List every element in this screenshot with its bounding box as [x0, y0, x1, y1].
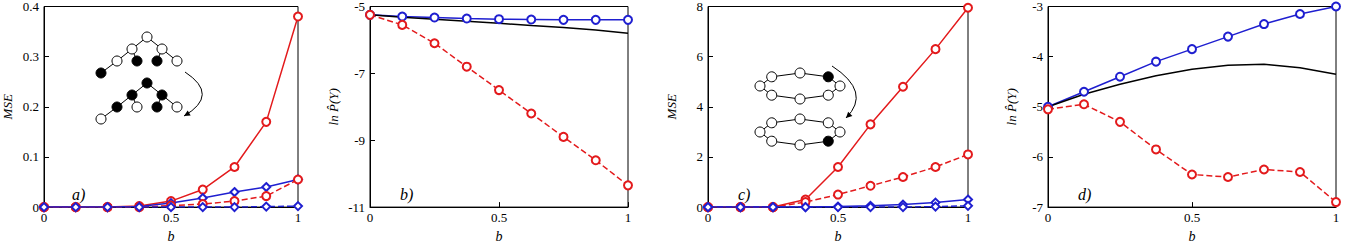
svg-text:1: 1 [965, 210, 972, 225]
svg-text:ln P̂(Y): ln P̂(Y) [1004, 88, 1019, 125]
svg-text:MSE: MSE [0, 94, 15, 120]
svg-text:b): b) [400, 186, 413, 204]
svg-text:0: 0 [40, 210, 48, 226]
svg-text:0.5: 0.5 [829, 210, 847, 226]
svg-text:-5: -5 [354, 0, 365, 14]
svg-text:c): c) [738, 186, 750, 204]
svg-text:b: b [1189, 229, 1196, 244]
svg-text:1: 1 [625, 210, 632, 225]
svg-text:-7: -7 [1032, 200, 1043, 215]
svg-text:0.2: 0.2 [23, 99, 39, 114]
svg-text:-4: -4 [1032, 49, 1043, 64]
svg-text:MSE: MSE [664, 94, 679, 120]
svg-text:2: 2 [697, 149, 704, 164]
svg-text:-7: -7 [354, 66, 365, 81]
svg-text:b: b [496, 229, 503, 244]
svg-text:1: 1 [295, 210, 302, 225]
svg-text:-11: -11 [348, 200, 365, 215]
svg-text:1: 1 [1333, 210, 1340, 225]
svg-text:a): a) [72, 186, 85, 204]
svg-text:0.5: 0.5 [162, 210, 180, 226]
svg-text:-5: -5 [1032, 99, 1043, 114]
svg-text:0: 0 [1045, 210, 1052, 225]
svg-text:4: 4 [697, 99, 704, 114]
svg-text:0.1: 0.1 [23, 149, 39, 164]
svg-text:0: 0 [33, 200, 40, 215]
svg-text:b: b [835, 229, 842, 244]
svg-text:b: b [168, 229, 175, 244]
svg-text:0.5: 0.5 [491, 210, 507, 225]
svg-text:-9: -9 [354, 133, 365, 148]
svg-text:0: 0 [704, 210, 712, 226]
svg-text:8: 8 [697, 0, 704, 14]
svg-text:ln P̂(Y): ln P̂(Y) [326, 88, 341, 125]
svg-text:0: 0 [367, 210, 374, 225]
svg-text:0.3: 0.3 [23, 49, 39, 64]
svg-text:-6: -6 [1032, 149, 1043, 164]
svg-text:0: 0 [697, 200, 704, 215]
svg-text:0.5: 0.5 [1184, 210, 1200, 225]
svg-text:d): d) [1078, 186, 1091, 204]
svg-text:0.4: 0.4 [23, 0, 40, 14]
svg-text:6: 6 [697, 49, 704, 64]
svg-text:-3: -3 [1032, 0, 1043, 14]
